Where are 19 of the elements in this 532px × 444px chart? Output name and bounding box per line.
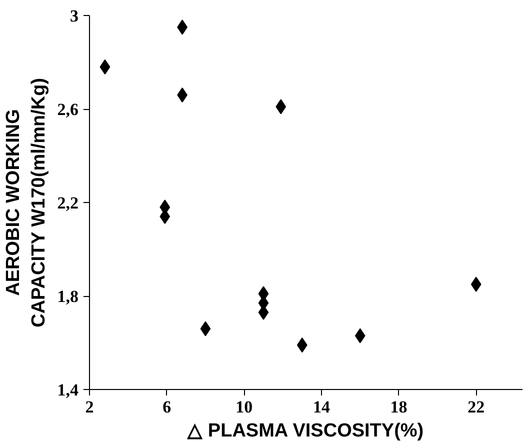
- x-tick-label: 6: [162, 398, 172, 416]
- point: [200, 321, 211, 336]
- y-tick-label: 3: [70, 6, 78, 26]
- point: [470, 276, 482, 292]
- point: [354, 328, 366, 344]
- x-tick-label: 14: [312, 398, 330, 416]
- point: [100, 59, 110, 74]
- x-tick-label: 2: [85, 398, 94, 416]
- x-tick-label: 18: [390, 398, 408, 416]
- y-tick-label: 2,2: [57, 194, 78, 212]
- point: [276, 99, 286, 114]
- x-axis-title: △ PLASMA VISCOSITY(%): [186, 420, 424, 442]
- y-axis-title: AEROBIC WORKING CAPACITY W170(ml/mn/Kg): [3, 78, 50, 328]
- x-tick-label: 10: [236, 398, 253, 416]
- y-tick-label: 1,4: [57, 380, 79, 400]
- y-tick-label: 1,8: [57, 287, 78, 306]
- y-tick-label: 2,6: [57, 100, 78, 119]
- point: [296, 338, 308, 353]
- x-tick-label: 22: [468, 398, 485, 416]
